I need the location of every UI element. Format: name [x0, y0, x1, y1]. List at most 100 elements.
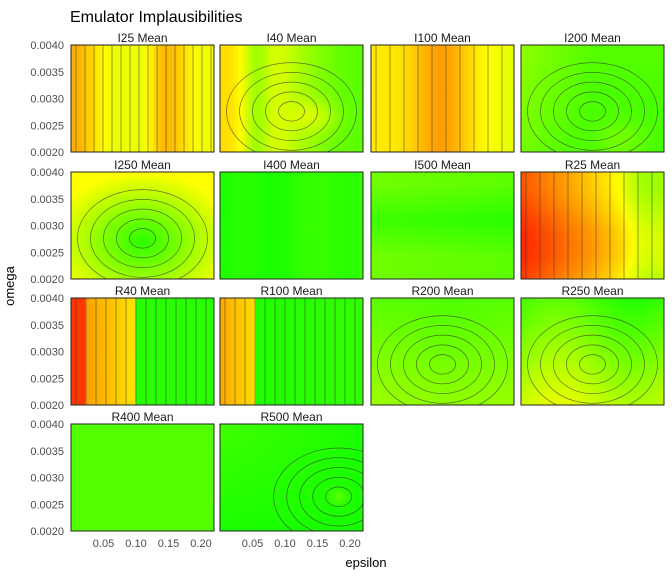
heatmap-cell — [291, 93, 296, 97]
heatmap-cell — [121, 135, 126, 140]
heatmap-cell — [396, 122, 401, 126]
heatmap-cell — [449, 82, 454, 86]
heatmap-cell — [135, 90, 140, 94]
heatmap-cell — [237, 135, 243, 140]
heatmap-cell — [227, 117, 232, 121]
heatmap-cell — [99, 141, 104, 145]
heatmap-cell — [284, 146, 289, 150]
heatmap-cell — [230, 109, 235, 113]
heatmap-cell — [223, 109, 228, 113]
heatmap-cell — [424, 141, 429, 145]
heatmap-cell — [85, 149, 90, 152]
heatmap-cell — [481, 85, 486, 89]
heatmap-cell — [192, 122, 197, 126]
panel-border — [70, 44, 215, 153]
heatmap-cell — [417, 111, 422, 116]
heatmap-cell — [488, 138, 494, 142]
heatmap-cell — [96, 93, 101, 97]
heatmap-cell — [345, 130, 350, 134]
heatmap-cell — [337, 114, 343, 118]
heatmap-cell — [234, 55, 239, 59]
heatmap-cell — [284, 82, 289, 86]
heatmap-cell — [153, 82, 158, 86]
heatmap-cell — [92, 63, 97, 67]
heatmap-cell — [99, 45, 104, 49]
heatmap-cell — [503, 103, 508, 108]
heatmap-cell — [156, 63, 161, 67]
heatmap-cell — [149, 69, 154, 73]
heatmap-cell — [103, 106, 108, 110]
heatmap-cell — [192, 98, 197, 102]
heatmap-cell — [406, 77, 411, 81]
heatmap-cell — [341, 87, 346, 92]
heatmap-cell — [227, 119, 232, 124]
heatmap-cell — [478, 95, 483, 100]
heatmap-cell — [171, 79, 176, 84]
heatmap-cell — [474, 119, 479, 124]
heatmap-cell — [428, 63, 433, 67]
heatmap-cell — [174, 58, 179, 62]
heatmap-cell — [113, 125, 119, 129]
heatmap-cell — [298, 149, 303, 152]
heatmap-cell — [320, 109, 325, 113]
heatmap-cell — [149, 130, 154, 134]
heatmap-cell — [385, 98, 390, 102]
heatmap-cell — [424, 138, 429, 142]
heatmap-cell — [410, 90, 415, 94]
heatmap-cell — [273, 117, 278, 121]
heatmap-cell — [503, 45, 508, 49]
heatmap-cell — [345, 127, 350, 132]
heatmap-cell — [138, 71, 144, 76]
heatmap-cell — [320, 130, 325, 134]
heatmap-cell — [138, 122, 144, 126]
heatmap-cell — [96, 90, 101, 94]
heatmap-cell — [121, 45, 126, 49]
heatmap-cell — [174, 101, 179, 105]
heatmap-cell — [167, 69, 172, 73]
heatmap-cell — [312, 138, 318, 142]
heatmap-cell — [410, 141, 415, 145]
heatmap-cell — [424, 45, 429, 49]
heatmap-cell — [192, 45, 197, 49]
heatmap-cell — [255, 109, 260, 113]
heatmap-cell — [295, 74, 300, 78]
heatmap-cell — [71, 149, 76, 152]
heatmap-cell — [474, 125, 479, 129]
heatmap-cell — [81, 45, 86, 49]
heatmap-cell — [259, 122, 264, 126]
heatmap-cell — [381, 117, 386, 121]
heatmap-cell — [327, 109, 332, 113]
heatmap-cell — [284, 66, 289, 70]
heatmap-cell — [234, 106, 239, 110]
heatmap-cell — [337, 130, 343, 134]
heatmap-cell — [196, 69, 201, 73]
heatmap-cell — [255, 74, 260, 78]
heatmap-cell — [463, 82, 469, 86]
heatmap-cell — [381, 90, 386, 94]
heatmap-cell — [210, 93, 214, 97]
heatmap-cell — [521, 90, 526, 94]
heatmap-cell — [153, 122, 158, 126]
heatmap-cell — [178, 143, 183, 148]
heatmap-cell — [378, 93, 383, 97]
heatmap-cell — [410, 53, 415, 57]
heatmap-cell — [280, 87, 285, 92]
heatmap-cell — [160, 95, 165, 100]
heatmap-cell — [220, 53, 225, 57]
heatmap-cell — [446, 125, 451, 129]
heatmap-cell — [237, 138, 243, 142]
heatmap-cell — [234, 125, 239, 129]
heatmap-cell — [117, 90, 122, 94]
heatmap-cell — [327, 138, 332, 142]
heatmap-cell — [88, 69, 94, 73]
heatmap-cell — [521, 146, 526, 150]
heatmap-cell — [334, 93, 339, 97]
heatmap-cell — [117, 93, 122, 97]
heatmap-cell — [167, 58, 172, 62]
heatmap-cell — [210, 53, 214, 57]
heatmap-cell — [421, 122, 426, 126]
heatmap-cell — [174, 98, 179, 102]
heatmap-cell — [510, 125, 514, 129]
heatmap-cell — [188, 125, 194, 129]
heatmap-cell — [449, 149, 454, 152]
